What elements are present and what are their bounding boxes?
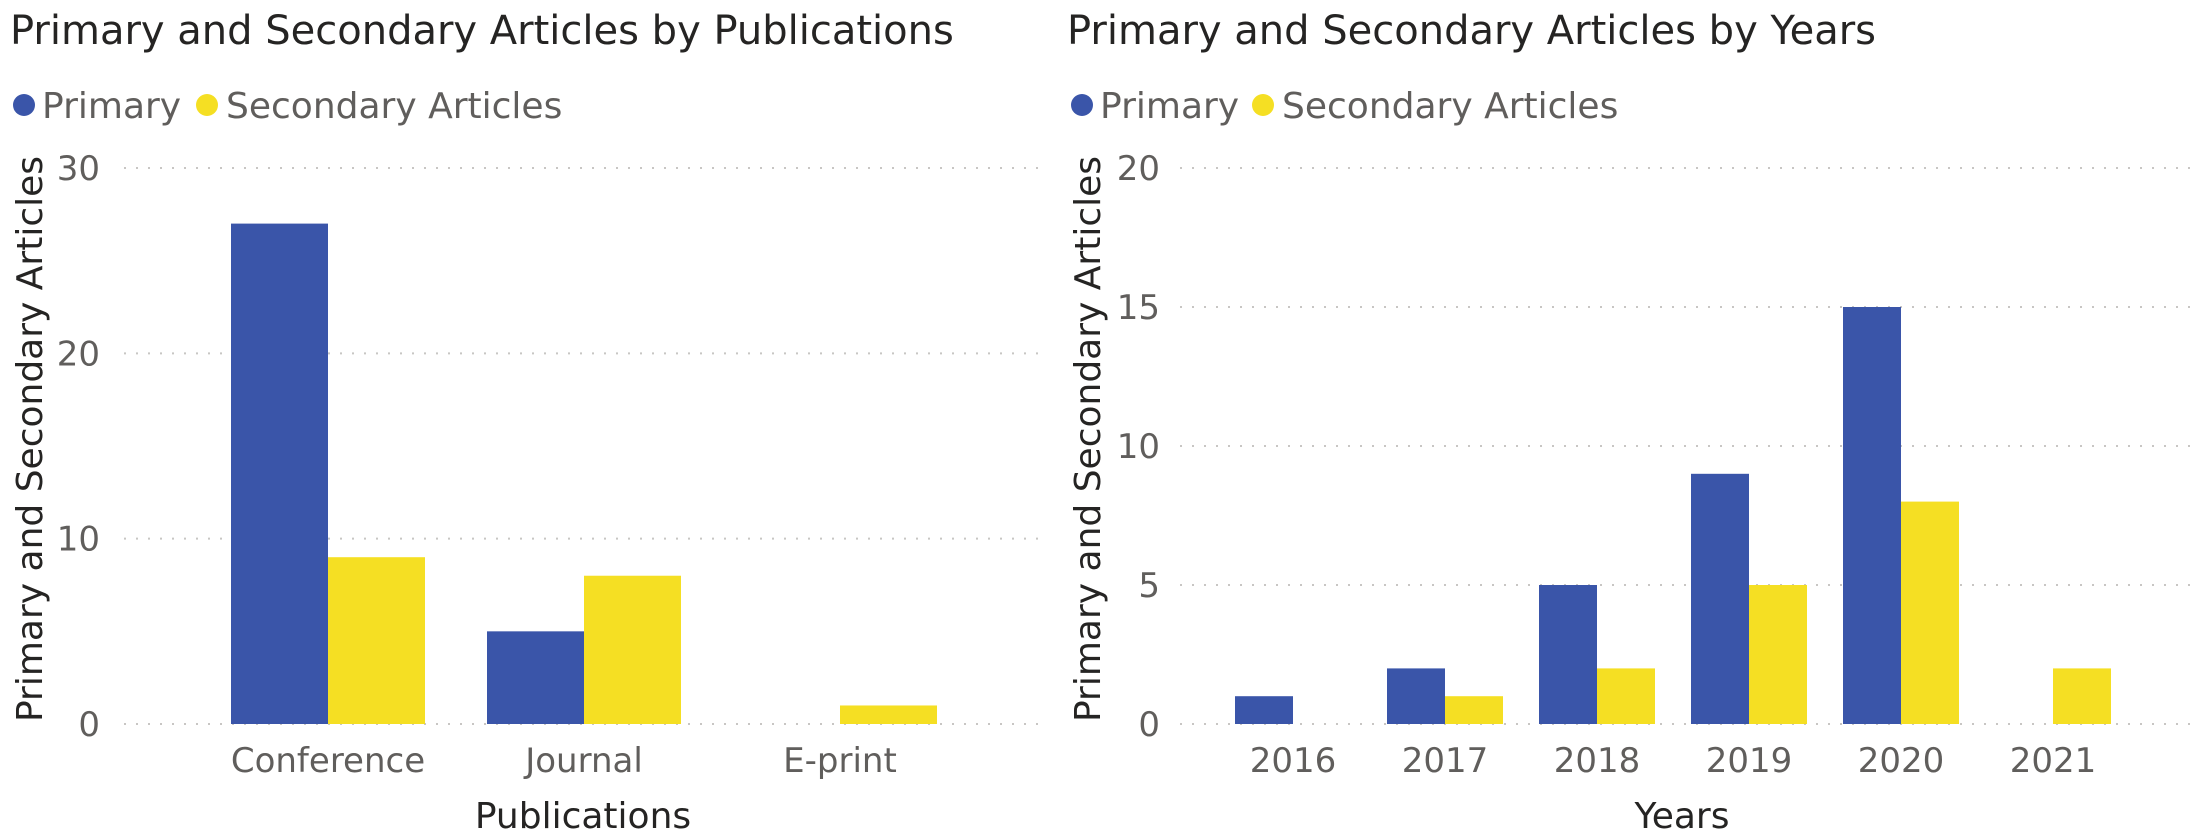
bar-secondary-articles-conference (328, 557, 425, 724)
legend-primary-label: Primary (1100, 86, 1239, 127)
chart-years-plot: 0 5 10 15 20 2016 2017 2018 2019 2020 2021 (1117, 149, 2190, 781)
x-tick-label: Conference (231, 741, 425, 781)
legend-secondary-label: Secondary Articles (1282, 86, 1618, 127)
bar-secondary-articles-e-print (840, 705, 937, 724)
chart-years-title: Primary and Secondary Articles by Years (1067, 8, 1876, 54)
x-tick-label: Journal (523, 741, 643, 781)
x-tick-label: 2020 (1858, 741, 1945, 781)
y-tick-label: 5 (1138, 566, 1160, 606)
chart-publications: Primary and Secondary Articles by Public… (10, 8, 1040, 836)
y-tick-label: 20 (1117, 149, 1160, 189)
bar-primary-2017 (1387, 668, 1445, 724)
bar-primary-2018 (1539, 585, 1597, 724)
chart-publications-ylabel: Primary and Secondary Articles (10, 156, 51, 722)
y-tick-label: 0 (1138, 705, 1160, 745)
chart-publications-title: Primary and Secondary Articles by Public… (10, 8, 954, 54)
bar-secondary-articles-2019 (1749, 585, 1807, 724)
bar-secondary-articles-2017 (1445, 696, 1503, 724)
bar-primary-2016 (1235, 696, 1293, 724)
x-tick-label: 2019 (1706, 741, 1793, 781)
bar-secondary-articles-2018 (1597, 668, 1655, 724)
bar-primary-journal (487, 631, 584, 724)
chart-years-legend: Primary Secondary Articles (1071, 86, 1618, 127)
x-tick-label: 2021 (2010, 741, 2097, 781)
y-tick-label: 15 (1117, 288, 1160, 328)
bar-secondary-articles-2020 (1901, 501, 1959, 724)
x-tick-label: 2016 (1250, 741, 1337, 781)
y-tick-label: 10 (57, 520, 100, 560)
x-tick-label: E-print (783, 741, 897, 781)
bar-primary-2020 (1843, 307, 1901, 724)
x-tick-label: 2018 (1554, 741, 1641, 781)
y-tick-label: 10 (1117, 427, 1160, 467)
chart-publications-xlabel: Publications (475, 796, 691, 836)
bar-secondary-articles-journal (584, 575, 681, 724)
legend-primary-marker (1071, 94, 1093, 116)
bar-primary-2019 (1691, 473, 1749, 724)
y-tick-label: 30 (57, 149, 100, 189)
bar-secondary-articles-2021 (2053, 668, 2111, 724)
legend-secondary-label: Secondary Articles (226, 86, 562, 127)
legend-secondary-marker (196, 94, 218, 116)
chart-publications-legend: Primary Secondary Articles (13, 86, 562, 127)
legend-primary-label: Primary (42, 86, 181, 127)
legend-secondary-marker (1252, 94, 1274, 116)
bar-primary-conference (231, 223, 328, 724)
y-tick-label: 20 (57, 334, 100, 374)
legend-primary-marker (13, 94, 35, 116)
chart-years-ylabel: Primary and Secondary Articles (1068, 156, 1109, 722)
chart-years: Primary and Secondary Articles by Years … (1067, 8, 2190, 836)
y-tick-label: 0 (78, 705, 100, 745)
x-tick-label: 2017 (1402, 741, 1489, 781)
chart-years-xlabel: Years (1634, 796, 1730, 836)
chart-publications-plot: 0 10 20 30 Conference Journal E-print (57, 149, 1040, 781)
